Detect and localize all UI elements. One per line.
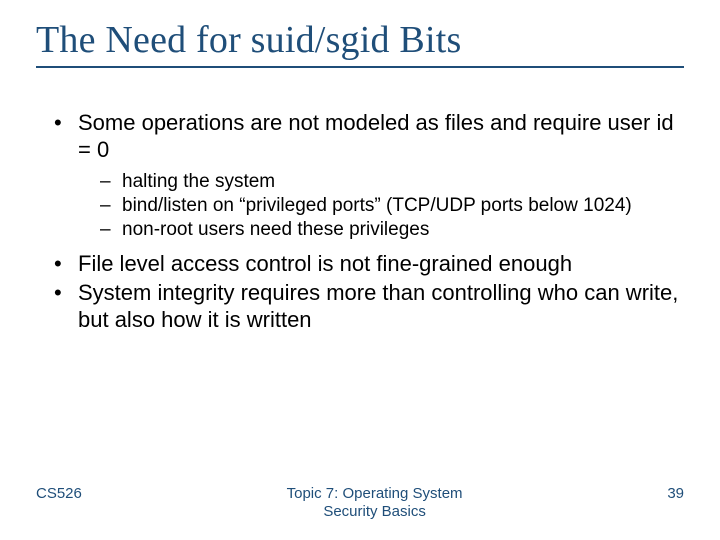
sub-bullet-text: bind/listen on “privileged ports” (TCP/U… — [122, 195, 632, 216]
footer-topic: Topic 7: Operating SystemSecurity Basics — [82, 485, 667, 523]
list-item: Some operations are not modeled as files… — [48, 110, 684, 241]
footer-course-code: CS526 — [36, 485, 82, 502]
list-item: non-root users need these privileges — [100, 218, 684, 241]
slide-title: The Need for suid/sgid Bits — [36, 18, 684, 68]
sub-bullet-text: non-root users need these privileges — [122, 219, 429, 240]
bullet-text: File level access control is not fine-gr… — [78, 251, 572, 276]
list-item: File level access control is not fine-gr… — [48, 251, 684, 278]
bullet-text: Some operations are not modeled as files… — [78, 110, 674, 162]
sub-bullet-list: halting the system bind/listen on “privi… — [100, 170, 684, 242]
sub-bullet-text: halting the system — [122, 171, 275, 192]
list-item: bind/listen on “privileged ports” (TCP/U… — [100, 194, 684, 217]
slide-footer: CS526 Topic 7: Operating SystemSecurity … — [0, 485, 720, 523]
list-item: System integrity requires more than cont… — [48, 280, 684, 334]
bullet-text: System integrity requires more than cont… — [78, 280, 678, 332]
footer-page-number: 39 — [667, 485, 684, 502]
bullet-list: Some operations are not modeled as files… — [48, 110, 684, 334]
list-item: halting the system — [100, 170, 684, 193]
